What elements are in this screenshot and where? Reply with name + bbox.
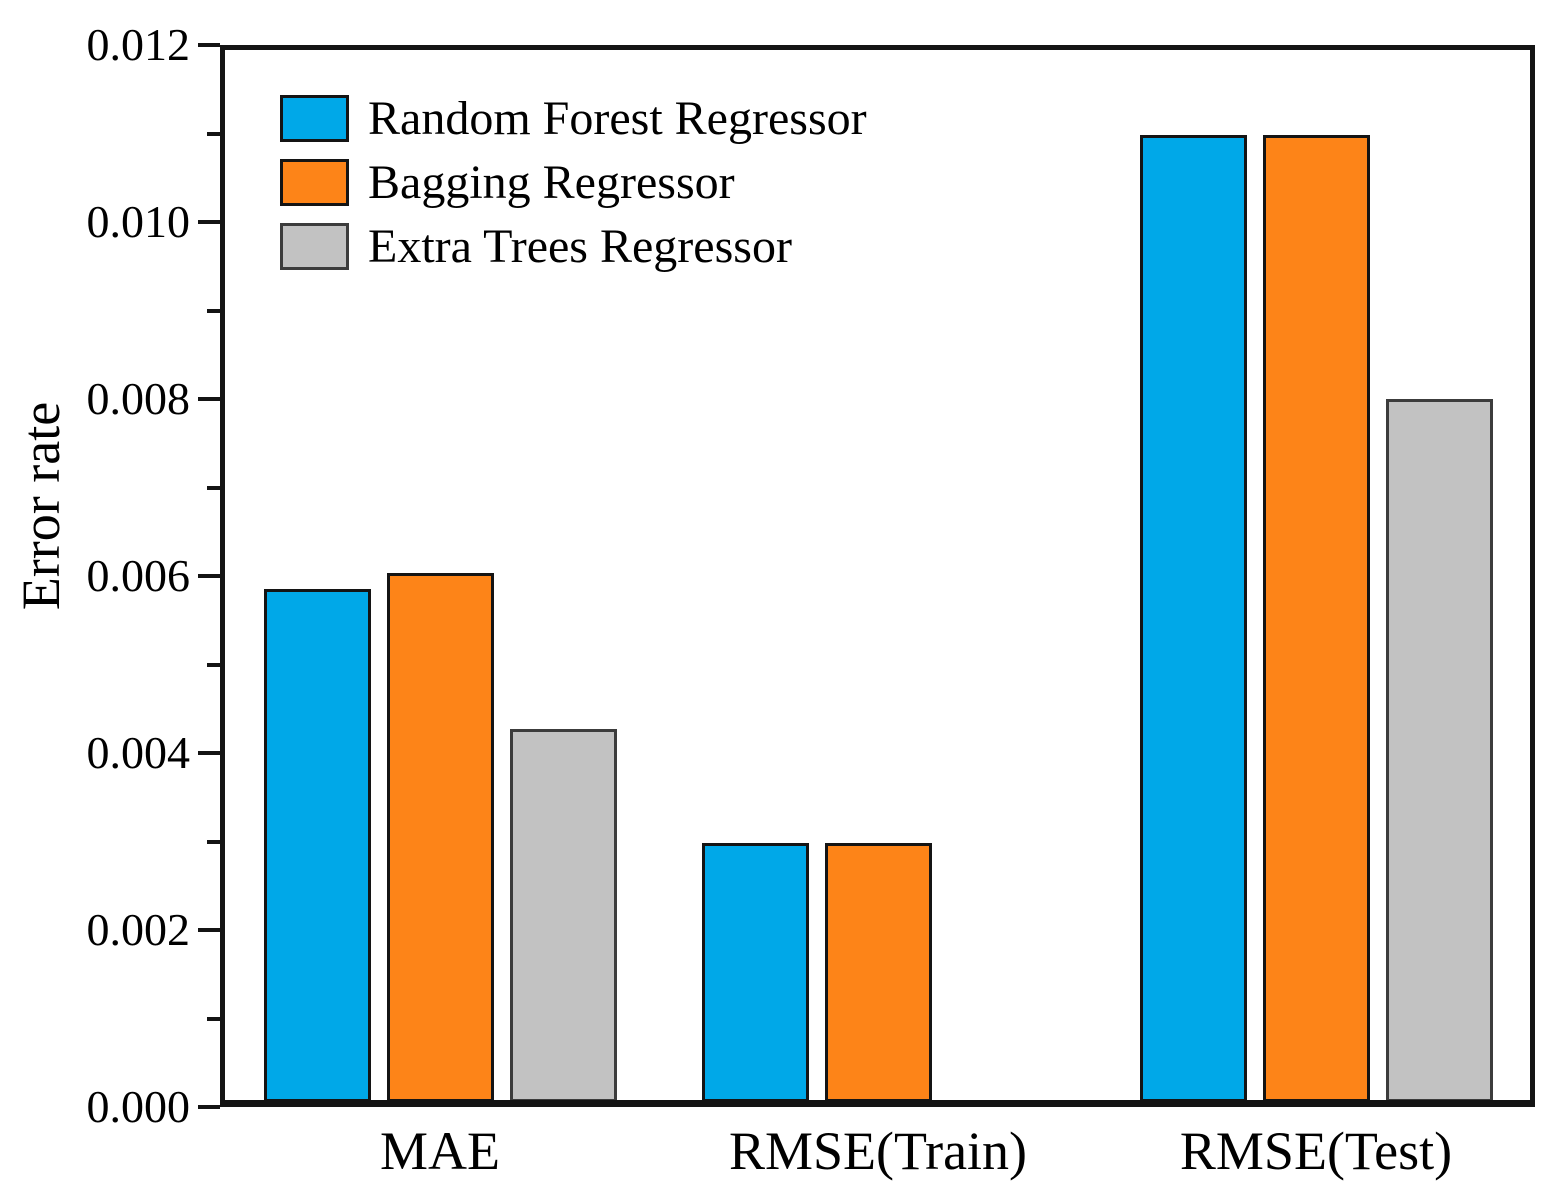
legend-label-bagging-regressor: Bagging Regressor	[368, 155, 735, 209]
y-minor-tick	[207, 308, 220, 313]
y-tick-label: 0.006	[86, 550, 191, 601]
x-tick-label-rmse-train: RMSE(Train)	[728, 1121, 1028, 1181]
legend-swatch-extra-trees-regressor	[280, 223, 349, 270]
legend: Random Forest Regressor Bagging Regressor…	[280, 91, 867, 287]
legend-label-random-forest-regressor: Random Forest Regressor	[368, 91, 867, 145]
bar-random-forest-regressor-rmse-train	[702, 843, 809, 1102]
x-tick-label-rmse-test: RMSE(Test)	[1179, 1121, 1453, 1181]
y-tick-label: 0.004	[86, 727, 191, 778]
legend-row-extra-trees-regressor: Extra Trees Regressor	[280, 219, 867, 273]
y-tick-label: 0.010	[86, 196, 191, 247]
y-tick-label: 0.002	[86, 904, 191, 955]
bar-bagging-regressor-rmse-train	[825, 843, 932, 1102]
y-minor-tick	[207, 662, 220, 667]
legend-swatch-random-forest-regressor	[280, 95, 349, 142]
y-major-tick	[198, 751, 220, 755]
y-minor-tick	[207, 485, 220, 490]
y-major-tick	[198, 220, 220, 224]
bar-random-forest-regressor-rmse-test	[1140, 135, 1247, 1102]
bar-bagging-regressor-rmse-test	[1263, 135, 1370, 1102]
y-major-tick	[198, 574, 220, 578]
y-major-tick	[198, 43, 220, 47]
bar-extra-trees-regressor-rmse-test	[1386, 399, 1493, 1102]
y-minor-tick	[207, 1016, 220, 1021]
y-tick-label: 0.012	[86, 19, 191, 70]
y-major-tick	[198, 397, 220, 401]
y-tick-label: 0.008	[86, 373, 191, 424]
legend-row-random-forest-regressor: Random Forest Regressor	[280, 91, 867, 145]
bar-bagging-regressor-mae	[387, 573, 494, 1102]
bar-extra-trees-regressor-mae	[510, 729, 617, 1102]
legend-row-bagging-regressor: Bagging Regressor	[280, 155, 867, 209]
x-tick-label-mae: MAE	[380, 1121, 500, 1181]
y-minor-tick	[207, 839, 220, 844]
y-major-tick	[198, 928, 220, 932]
y-tick-label: 0.000	[86, 1081, 191, 1132]
legend-swatch-bagging-regressor	[280, 159, 349, 206]
bar-random-forest-regressor-mae	[264, 589, 371, 1102]
y-major-tick	[198, 1105, 220, 1109]
y-minor-tick	[207, 131, 220, 136]
legend-label-extra-trees-regressor: Extra Trees Regressor	[368, 219, 792, 273]
